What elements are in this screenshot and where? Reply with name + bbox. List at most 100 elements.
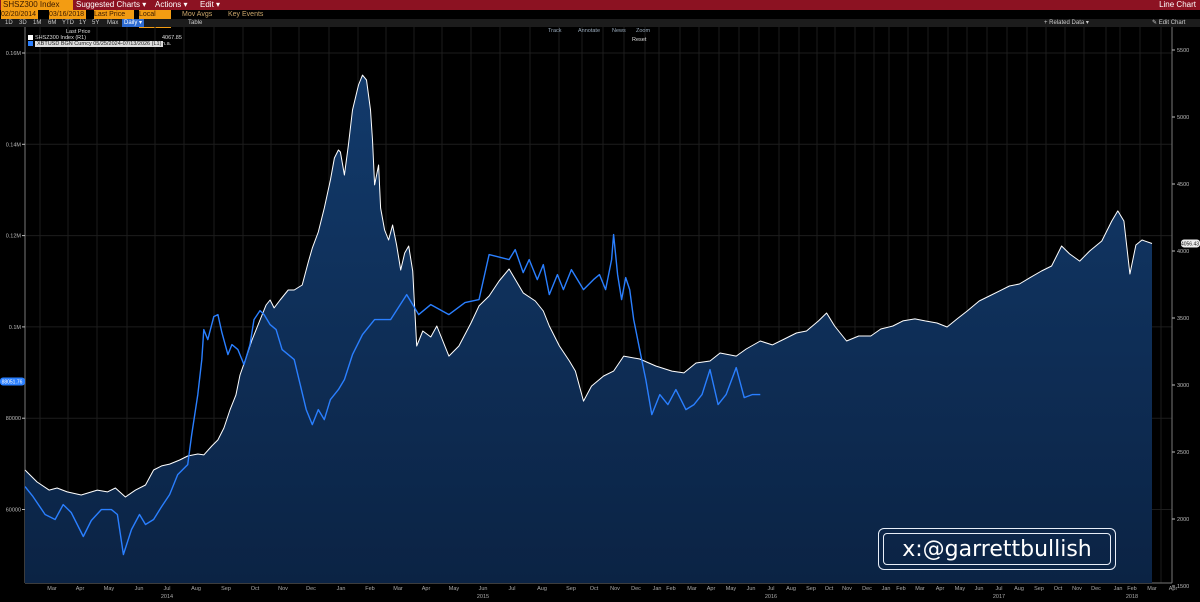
legend-header: Last Price — [66, 29, 91, 35]
left-last-value-text: 88051.76 — [2, 379, 23, 385]
x-axis-month-label: Dec — [1091, 586, 1101, 592]
range-1y[interactable]: 1Y — [79, 20, 87, 26]
line-chart[interactable]: 60000 80000 0.1M 0.12M 0.14M 0.16M 1500 2000 250… — [0, 27, 1200, 602]
x-axis-year-label: 2016 — [765, 594, 777, 600]
x-axis-month-label: Oct — [251, 586, 260, 592]
x-axis-month-label: Aug — [1014, 586, 1024, 592]
range-max[interactable]: Max — [107, 20, 119, 26]
related-data-button[interactable]: + Related Data ▾ — [1044, 20, 1089, 26]
x-axis-month-label: Mar — [687, 586, 697, 592]
left-axis-tick-label: 0.12M — [6, 234, 22, 240]
x-axis-month-label: Sep — [806, 586, 816, 592]
watermark-box: x:@garrettbullish — [878, 528, 1116, 570]
legend-label: XBTUSD BGN Curncy 05/25/2024-07/13/2026 … — [35, 41, 164, 47]
key-events-toggle[interactable]: Key Events — [228, 11, 264, 18]
right-last-value-text: 4056.43 — [1181, 241, 1199, 247]
x-axis-month-label: Dec — [306, 586, 316, 592]
right-axis-tick-label: 4500 — [1177, 182, 1189, 188]
left-axis-tick-label: 0.1M — [9, 325, 22, 331]
x-axis-month-label: Dec — [631, 586, 641, 592]
right-axis-tick-label: 2500 — [1177, 450, 1189, 456]
x-axis-month-label: Jan — [337, 586, 346, 592]
right-axis-tick-label: 3000 — [1177, 383, 1189, 389]
right-axis-tick-label: 3500 — [1177, 316, 1189, 322]
x-axis-month-label: May — [449, 586, 460, 592]
x-axis-month-label: Feb — [666, 586, 675, 592]
right-axis-tick-label: 5500 — [1177, 48, 1189, 54]
news-tool[interactable]: News — [612, 28, 626, 34]
field-select[interactable]: Last Price — [94, 10, 134, 19]
area-fill-shsz300-index — [25, 75, 1152, 583]
x-axis-month-label: Apr — [1169, 586, 1178, 592]
x-axis-year-label: 2018 — [1126, 594, 1138, 600]
x-axis-month-label: May — [955, 586, 966, 592]
x-axis-month-label: Jan — [882, 586, 891, 592]
reset-button[interactable]: Reset — [632, 37, 647, 43]
view-title: Line Chart — [1159, 0, 1196, 9]
suggested-charts-menu[interactable]: Suggested Charts ▾ — [76, 0, 147, 9]
frequency-select[interactable]: Daily ▾ — [122, 19, 145, 27]
x-axis-month-label: Aug — [786, 586, 796, 592]
range-3d[interactable]: 3D — [19, 20, 27, 26]
x-axis-month-label: Jul — [995, 586, 1002, 592]
legend: Last Price SHSZ300 Index (R1) 4067.85 XB… — [28, 29, 182, 47]
x-axis-month-label: Feb — [365, 586, 374, 592]
x-axis-month-label: Nov — [610, 586, 620, 592]
right-axis-tick-label: 1500 — [1177, 584, 1189, 590]
watermark-text: x:@garrettbullish — [902, 537, 1092, 562]
x-axis-month-label: Mar — [915, 586, 925, 592]
range-1d[interactable]: 1D — [5, 20, 13, 26]
x-axis-month-label: Dec — [862, 586, 872, 592]
left-axis-tick-label: 80000 — [6, 416, 21, 422]
x-axis-month-label: Oct — [1054, 586, 1063, 592]
x-axis-month-label: Oct — [825, 586, 834, 592]
x-axis-month-label: May — [726, 586, 737, 592]
range-1m[interactable]: 1M — [33, 20, 42, 26]
title-bar: SHSZ300 Index Suggested Charts ▾ Actions… — [0, 0, 1200, 10]
x-axis-month-label: Apr — [707, 586, 716, 592]
end-date-input[interactable]: 03/16/2018 — [49, 10, 86, 19]
x-axis-month-label: Mar — [1147, 586, 1157, 592]
ticker-field[interactable]: SHSZ300 Index — [1, 0, 73, 10]
x-axis-month-label: Apr — [422, 586, 431, 592]
legend-swatch — [28, 35, 33, 41]
series-line-shsz300-index — [24, 74, 1153, 498]
x-axis-month-label: Jul — [163, 586, 170, 592]
x-axis-month-label: Jan — [1114, 586, 1123, 592]
table-button[interactable]: Table — [188, 20, 203, 26]
controls-bar: 02/20/2014 03/16/2018 Last Price Local C… — [0, 10, 1200, 28]
annotate-tool[interactable]: Annotate — [578, 28, 601, 34]
mov-avgs-toggle[interactable]: Mov Avgs — [182, 11, 213, 18]
x-axis-month-label: Feb — [896, 586, 905, 592]
x-axis-year-label: 2015 — [477, 594, 489, 600]
range-5y[interactable]: 5Y — [92, 20, 100, 26]
range-ytd[interactable]: YTD — [62, 20, 74, 26]
zoom-tool[interactable]: Zoom — [636, 28, 651, 34]
edit-menu[interactable]: Edit ▾ — [200, 0, 221, 9]
left-axis-tick-label: 0.16M — [6, 51, 22, 57]
x-axis-month-label: Jul — [767, 586, 774, 592]
legend-item-shsz300: SHSZ300 Index (R1) 4067.85 — [28, 35, 182, 41]
right-axis-tick-label: 4000 — [1177, 249, 1189, 255]
legend-label: SHSZ300 Index (R1) — [35, 35, 87, 41]
edit-chart-button[interactable]: ✎ Edit Chart — [1152, 20, 1186, 26]
track-tool[interactable]: Track — [548, 28, 562, 34]
actions-menu[interactable]: Actions ▾ — [155, 0, 188, 9]
x-axis-month-label: Aug — [191, 586, 201, 592]
range-bar: 1D 3D 1M 6M YTD 1Y 5Y Max Daily ▾ Table … — [0, 19, 1200, 27]
x-axis-month-label: Mar — [393, 586, 403, 592]
left-last-value-badge — [0, 377, 25, 386]
start-date-input[interactable]: 02/20/2014 — [1, 10, 38, 19]
x-axis-month-label: Nov — [842, 586, 852, 592]
x-axis-month-label: Mar — [47, 586, 57, 592]
series-line-xbtusd-bgn-curncy — [24, 233, 761, 556]
x-axis-month-label: Oct — [590, 586, 599, 592]
right-last-value-badge — [1181, 239, 1200, 248]
right-axis-tick-label: 2000 — [1177, 517, 1189, 523]
x-axis-year-label: 2014 — [161, 594, 173, 600]
left-axis-tick-label: 60000 — [6, 508, 21, 514]
x-axis-month-label: Nov — [278, 586, 288, 592]
x-axis-month-label: Jun — [479, 586, 488, 592]
range-6m[interactable]: 6M — [48, 20, 57, 26]
x-axis-month-label: Feb — [1127, 586, 1136, 592]
